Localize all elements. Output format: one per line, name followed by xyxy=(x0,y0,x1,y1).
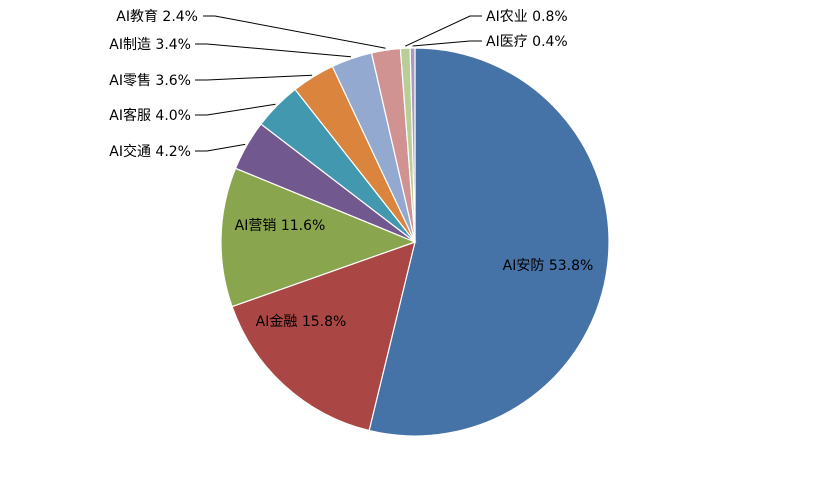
leader-line-3 xyxy=(195,143,246,152)
slice-label-ai-marketing: AI营销 11.6% xyxy=(235,218,326,234)
leader-lines xyxy=(195,15,482,152)
slice-label-ai-education: AI教育 2.4% xyxy=(116,9,198,25)
leader-line-6 xyxy=(195,43,351,58)
leader-line-8 xyxy=(404,15,482,47)
slice-label-ai-medical: AI医疗 0.4% xyxy=(486,34,568,50)
leader-line-5 xyxy=(195,74,313,81)
pie-slices xyxy=(220,47,610,437)
pie-slice-1 xyxy=(231,241,416,432)
slice-label-ai-transport: AI交通 4.2% xyxy=(109,143,191,160)
leader-line-9 xyxy=(412,40,482,47)
slice-label-ai-agriculture: AI农业 0.8% xyxy=(486,9,568,25)
pie-slice-9 xyxy=(409,47,416,243)
slice-label-ai-security: AI安防 53.8% xyxy=(503,258,594,274)
leader-line-4 xyxy=(195,103,276,116)
pie-slice-0 xyxy=(368,47,610,437)
slice-label-ai-finance: AI金融 15.8% xyxy=(256,314,347,330)
pie-slice-2 xyxy=(220,167,417,308)
slice-label-ai-retail: AI零售 3.6% xyxy=(109,73,191,89)
slice-labels: AI安防 53.8% AI金融 15.8% AI营销 11.6% AI交通 4.… xyxy=(109,9,593,330)
leader-line-7 xyxy=(203,15,386,49)
slice-label-ai-customer-service: AI客服 4.0% xyxy=(109,107,191,124)
slice-label-ai-manufacturing: AI制造 3.4% xyxy=(109,37,191,53)
